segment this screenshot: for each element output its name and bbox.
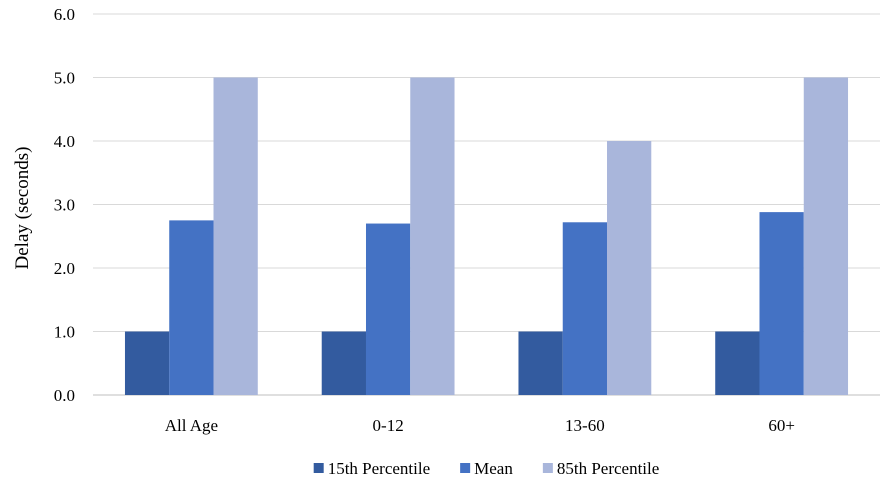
legend-label: 15th Percentile <box>328 459 430 478</box>
y-tick-label: 0.0 <box>54 386 75 405</box>
bars <box>124 77 849 395</box>
y-axis-title: Delay (seconds) <box>12 147 33 270</box>
bar-85th-percentile-3 <box>803 77 849 395</box>
bar-85th-percentile-1 <box>410 77 455 395</box>
legend-swatch <box>460 463 471 473</box>
bar-15th-percentile-0 <box>124 331 170 395</box>
legend: 15th Percentile Mean 85th Percentile <box>313 459 659 478</box>
x-tick-label: 60+ <box>768 416 795 435</box>
bar-mean-1 <box>365 223 411 395</box>
bar-mean-3 <box>759 212 804 395</box>
y-tick-label: 4.0 <box>54 132 75 151</box>
legend-label: 85th Percentile <box>557 459 659 478</box>
y-tick-label: 1.0 <box>54 323 75 342</box>
bar-15th-percentile-1 <box>321 331 366 395</box>
x-tick-label: All Age <box>165 416 218 435</box>
y-tick-label: 2.0 <box>54 259 75 278</box>
legend-swatch <box>542 463 553 473</box>
bar-mean-2 <box>562 222 608 395</box>
x-tick-label: 0-12 <box>373 416 404 435</box>
x-tick-label: 13-60 <box>565 416 605 435</box>
legend-swatch <box>313 463 324 473</box>
y-tick-label: 6.0 <box>54 5 75 24</box>
y-tick-label: 3.0 <box>54 196 75 215</box>
legend-label: Mean <box>474 459 513 478</box>
bar-15th-percentile-2 <box>518 331 563 395</box>
y-axis-tick-labels: 0.0 1.0 2.0 3.0 4.0 5.0 6.0 <box>54 5 75 405</box>
x-axis-tick-labels: All Age 0-12 13-60 60+ <box>165 416 795 435</box>
bar-85th-percentile-2 <box>607 141 652 395</box>
y-tick-label: 5.0 <box>54 69 75 88</box>
bar-15th-percentile-3 <box>715 331 760 395</box>
bar-mean-0 <box>169 220 214 395</box>
bar-85th-percentile-0 <box>213 77 258 395</box>
